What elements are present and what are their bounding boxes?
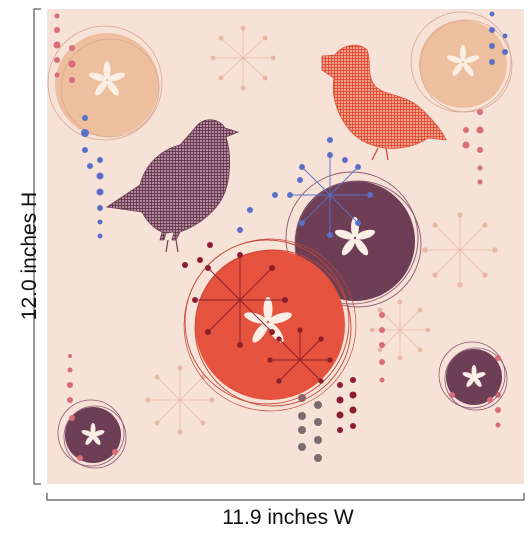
plum-circle-large: [285, 171, 422, 308]
plum-circle-small-right: [438, 341, 508, 411]
width-bracket: [46, 493, 525, 501]
width-dimension-label: 11.9 inches W: [222, 506, 354, 529]
plum-circle-small-left: [57, 399, 127, 469]
peach-circle-top-left: [47, 25, 163, 141]
flower-icon: [81, 423, 105, 445]
dandelion-icon: [287, 152, 373, 238]
flower-icon: [462, 365, 486, 387]
dandelion-icon: [192, 252, 333, 384]
flower-icon: [446, 45, 480, 76]
bird-icon: [321, 44, 447, 161]
height-bracket: [33, 8, 41, 485]
dot-column-icon: [53, 13, 501, 428]
dandelion-icon: [145, 25, 498, 435]
height-dimension-label: 12.0 inches H: [18, 191, 41, 321]
peach-circle-top-right: [410, 11, 513, 113]
flower-icon: [88, 61, 126, 96]
dot-column-icon: [81, 11, 508, 239]
bird-icon: [105, 119, 240, 253]
